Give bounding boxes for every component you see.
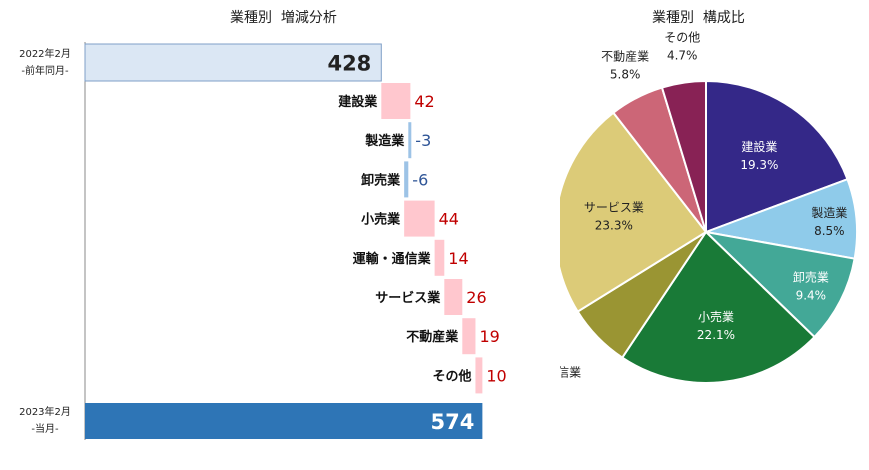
waterfall-category-label: その他 <box>432 368 471 384</box>
waterfall-value-label: 10 <box>486 366 506 385</box>
pie-slice-value: 8.5% <box>814 224 845 238</box>
pie-slice-label: 製造業 <box>811 206 847 220</box>
waterfall-bar <box>404 201 434 237</box>
pie-slice-value: 4.7% <box>667 48 698 62</box>
waterfall-bar <box>435 240 445 276</box>
waterfall-value-label: 44 <box>439 210 459 229</box>
waterfall-category-label: 卸売業 <box>361 172 401 188</box>
waterfall-value-label: -3 <box>415 131 431 150</box>
waterfall-bar <box>408 122 411 158</box>
start-category-label: 2022年2月 <box>19 47 71 60</box>
start-value-label: 428 <box>327 52 371 76</box>
pie-slice-value: 19.3% <box>740 158 778 172</box>
pie-slice-label: 建設業 <box>741 139 777 154</box>
waterfall-category-label: 小売業 <box>361 212 401 228</box>
pie-slice-label: サービス業 <box>584 200 644 214</box>
waterfall-category-label: 製造業 <box>364 133 405 149</box>
pie-slice-label: その他 <box>664 30 700 44</box>
pie-chart: 建設業19.3%製造業8.5%卸売業9.4%小売業22.1%運輸・通信業6.8%… <box>560 0 869 466</box>
pie-slice-label: 不動産業 <box>601 48 649 63</box>
waterfall-bar <box>404 161 408 197</box>
pie-chart-title: 業種別 構成比 <box>652 7 745 27</box>
waterfall-value-label: -6 <box>412 170 428 189</box>
waterfall-value-label: 19 <box>479 327 499 346</box>
waterfall-value-label: 14 <box>448 249 468 268</box>
waterfall-bar <box>444 279 462 315</box>
waterfall-chart: 428 2022年2月 -前年同月- 建設業 42 製造業 -3 卸売業 -6 小売業 44 運輸・通… <box>0 0 560 466</box>
waterfall-category-label: 不動産業 <box>406 329 459 345</box>
end-bar <box>85 403 482 439</box>
pie-slice-label: 運輸・通信業 <box>560 364 581 379</box>
end-category-label: 2023年2月 <box>19 405 71 418</box>
start-category-sublabel: -前年同月- <box>21 64 69 77</box>
pie-slice-value: 5.8% <box>610 67 641 81</box>
waterfall-bar <box>462 318 475 354</box>
waterfall-category-label: 建設業 <box>338 94 378 110</box>
pie-slice-label: 卸売業 <box>793 270 829 285</box>
pie-slice-label: 小売業 <box>698 309 734 324</box>
waterfall-chart-title: 業種別 増減分析 <box>230 7 337 27</box>
waterfall-category-label: 運輸・通信業 <box>353 251 432 267</box>
pie-slice-value: 23.3% <box>595 218 633 232</box>
end-value-label: 574 <box>431 410 475 434</box>
waterfall-bar <box>381 83 410 119</box>
waterfall-value-label: 26 <box>466 288 486 307</box>
waterfall-category-label: サービス業 <box>375 290 441 306</box>
pie-slice-value: 9.4% <box>796 289 827 303</box>
waterfall-value-label: 42 <box>414 92 434 111</box>
pie-slice-value: 22.1% <box>697 328 735 342</box>
waterfall-bar <box>475 357 482 393</box>
end-category-sublabel: -当月- <box>31 422 59 435</box>
waterfall-chart-panel: 業種別 増減分析 428 2022年2月 -前年同月- 建設業 42 製造業 -3 卸売業 -6… <box>0 0 560 466</box>
pie-chart-panel: 業種別 構成比 建設業 19.3% 製造業 8.5% 卸売業 9.4% 小売業 22.1% 運輸… <box>560 0 869 466</box>
